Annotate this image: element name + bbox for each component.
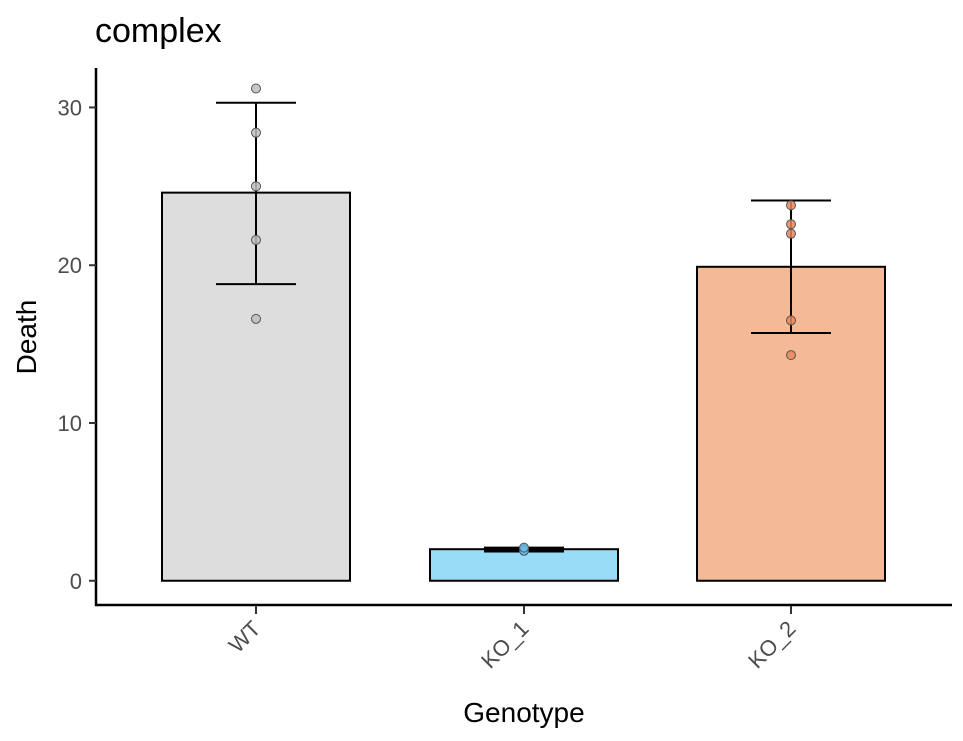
y-tick-label: 20 [58,253,82,278]
x-axis-ticks: WT KO_1 KO_2 [224,606,801,673]
data-point [786,315,796,326]
plot-area [161,83,886,582]
data-point [251,83,261,94]
x-tick-label: WT [224,616,266,658]
data-point [251,234,261,245]
x-axis-title: Genotype [463,697,584,728]
data-point [786,200,796,211]
y-axis-ticks: 0 10 20 30 [58,95,96,594]
data-point [786,219,796,230]
data-point [251,313,261,324]
x-tick-label: KO_1 [476,616,533,673]
data-point [786,228,796,239]
data-point [251,127,261,138]
data-point [519,542,529,553]
y-tick-label: 0 [70,569,82,594]
data-point [251,181,261,192]
y-tick-label: 10 [58,411,82,436]
x-tick-label: KO_2 [743,616,800,673]
y-axis-title: Death [11,300,42,375]
chart-title: complex [95,12,222,50]
y-tick-label: 30 [58,95,82,120]
data-point [786,350,796,361]
